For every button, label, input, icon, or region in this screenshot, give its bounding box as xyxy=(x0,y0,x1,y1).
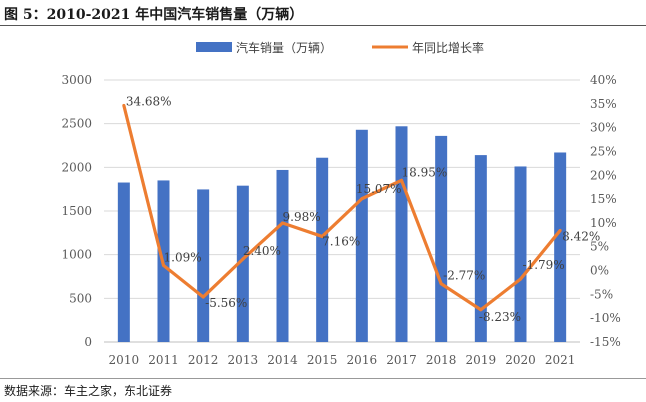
data-label-2013: 2.40% xyxy=(243,244,281,258)
right-tick-label: -10% xyxy=(590,311,621,325)
right-tick-label: 15% xyxy=(590,192,617,206)
growth-point-2017 xyxy=(400,178,403,182)
growth-line xyxy=(122,104,562,312)
left-tick-label: 1000 xyxy=(61,248,92,262)
right-tick-label: 30% xyxy=(590,121,617,135)
growth-line-series xyxy=(122,103,562,312)
data-label-2021: 8.42% xyxy=(562,229,600,243)
left-tick-label: 500 xyxy=(69,291,92,305)
growth-point-2013 xyxy=(241,257,245,261)
legend-line-label: 年同比增长率 xyxy=(412,40,484,55)
right-tick-label: 10% xyxy=(590,216,617,230)
bar-2017 xyxy=(395,126,408,342)
right-tick-label: -5% xyxy=(590,287,613,301)
bar-2012 xyxy=(197,189,210,342)
bar-2020 xyxy=(514,166,527,342)
source-note: 数据来源：车主之家，东北证券 xyxy=(4,384,173,398)
bottom-divider xyxy=(0,378,646,379)
right-tick-label: -15% xyxy=(590,335,621,349)
x-tick-label: 2016 xyxy=(347,353,378,367)
bar-series xyxy=(117,126,567,342)
left-tick-label: 0 xyxy=(84,335,92,349)
bar-2014 xyxy=(276,169,289,342)
right-tick-label: 5% xyxy=(590,240,609,254)
right-tick-label: 35% xyxy=(590,97,617,111)
x-tick-label: 2019 xyxy=(466,353,497,367)
data-label-2020: -1.79% xyxy=(523,258,565,272)
data-labels: 34.68% 1.09% -5.56% 2.40% 9.98%7.16% 15.07%18… xyxy=(126,94,600,323)
right-y-axis: -15% -10% -5% 0% 5% 10% 15% 20% 25% 30% 35% 40% xyxy=(590,73,621,349)
x-tick-label: 2015 xyxy=(307,353,338,367)
right-tick-label: 20% xyxy=(590,168,617,182)
bar-2019 xyxy=(474,155,487,342)
x-tick-label: 2018 xyxy=(426,353,457,367)
x-tick-label: 2021 xyxy=(545,353,576,367)
legend-bar-swatch xyxy=(196,42,232,52)
right-tick-label: 40% xyxy=(590,73,617,87)
right-tick-label: 0% xyxy=(590,264,609,278)
bar-2021 xyxy=(554,152,567,342)
x-tick-label: 2020 xyxy=(505,353,536,367)
growth-point-2019 xyxy=(479,308,483,312)
growth-point-2016 xyxy=(360,197,364,201)
growth-point-2015 xyxy=(320,234,324,238)
data-label-2015: 7.16% xyxy=(322,234,360,248)
x-tick-label: 2013 xyxy=(228,353,259,367)
data-label-2012: -5.56% xyxy=(205,296,247,310)
left-tick-label: 3000 xyxy=(61,73,92,87)
data-label-2010: 34.68% xyxy=(126,94,172,108)
data-label-2019: -8.23% xyxy=(479,310,521,324)
bar-2018 xyxy=(435,135,448,342)
figure-title: 图 5：2010-2021 年中国汽车销售量（万辆） xyxy=(4,7,304,23)
title-divider xyxy=(0,25,646,26)
legend-bar-label: 汽车销量（万辆） xyxy=(236,40,332,55)
bar-2015 xyxy=(316,157,329,342)
data-label-2018: -2.77% xyxy=(443,269,485,283)
growth-point-2012 xyxy=(201,295,205,299)
growth-point-2014 xyxy=(281,221,284,225)
growth-point-2021 xyxy=(558,228,562,232)
bar-2013 xyxy=(236,185,249,342)
right-tick-label: 25% xyxy=(590,144,617,158)
left-tick-label: 2500 xyxy=(61,117,92,131)
grid-lines xyxy=(104,79,580,343)
bar-2010 xyxy=(117,182,130,342)
left-tick-label: 1500 xyxy=(61,204,92,218)
x-tick-label: 2017 xyxy=(386,353,417,367)
left-y-axis: 0 500 1000 1500 2000 2500 3000 xyxy=(61,73,92,349)
growth-point-2010 xyxy=(122,103,126,107)
x-tick-label: 2011 xyxy=(148,353,179,367)
growth-point-2020 xyxy=(519,277,522,281)
data-label-2014: 9.98% xyxy=(283,210,321,224)
data-label-2011: 1.09% xyxy=(164,250,202,264)
x-tick-label: 2014 xyxy=(267,353,298,367)
data-label-2017: 18.95% xyxy=(402,165,448,179)
x-tick-label: 2010 xyxy=(109,353,140,367)
bar-2016 xyxy=(355,129,368,342)
x-tick-label: 2012 xyxy=(188,353,219,367)
growth-point-2011 xyxy=(162,263,165,267)
growth-point-2018 xyxy=(439,282,443,286)
legend: 汽车销量（万辆） 年同比增长率 xyxy=(196,40,484,55)
x-axis-ticks: 2010 2011 2012 2013 2014 2015 2016 2017 2018 2019… xyxy=(109,353,576,367)
data-label-2016: 15.07% xyxy=(356,182,402,196)
left-tick-label: 2000 xyxy=(61,160,92,174)
